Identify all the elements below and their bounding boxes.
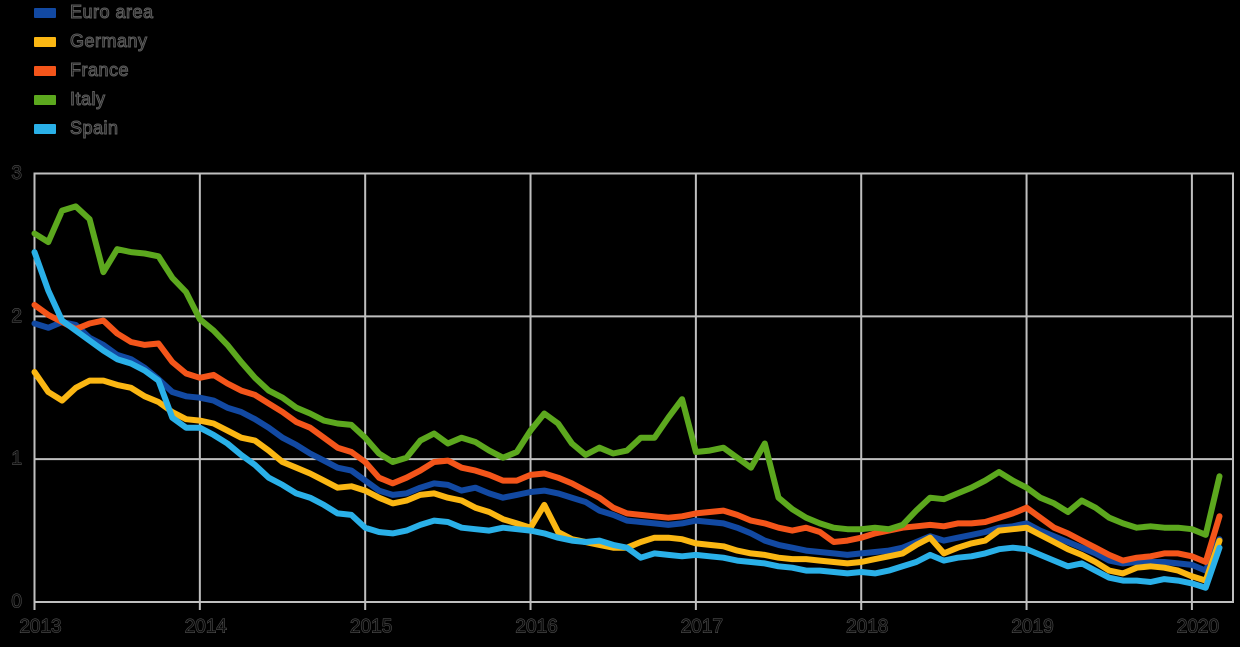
legend-swatch-france bbox=[34, 65, 56, 76]
x-axis-tick-label: 2020 bbox=[1177, 617, 1219, 638]
x-axis-tick-label: 2015 bbox=[350, 617, 392, 638]
x-axis-tick-label: 2018 bbox=[846, 617, 888, 638]
x-axis-tick-label: 2013 bbox=[19, 617, 61, 638]
legend-swatch-spain bbox=[34, 123, 56, 134]
plot-border bbox=[33, 172, 1234, 603]
x-axis-tick-label: 2019 bbox=[1011, 617, 1053, 638]
y-axis-tick-label: 3 bbox=[11, 163, 22, 184]
legend-row: Euro area bbox=[34, 0, 154, 27]
legend-row: Germany bbox=[34, 27, 154, 56]
legend-label-germany: Germany bbox=[70, 31, 148, 52]
legend-row: France bbox=[34, 56, 154, 85]
series-line-italy bbox=[31, 203, 1223, 538]
legend-row: Italy bbox=[34, 85, 154, 114]
legend-label-italy: Italy bbox=[70, 89, 106, 110]
legend-label-france: France bbox=[69, 60, 130, 81]
legend: Euro area Germany France Italy Spain bbox=[34, 0, 154, 143]
x-axis-tick-label: 2017 bbox=[681, 617, 723, 638]
y-axis-tick-label: 1 bbox=[11, 449, 22, 470]
legend-row: Spain bbox=[34, 114, 154, 143]
legend-swatch-italy bbox=[34, 94, 56, 105]
x-axis-tick-label: 2014 bbox=[185, 617, 228, 638]
y-axis-tick-label: 0 bbox=[11, 592, 22, 613]
legend-label-euro-area: Euro area bbox=[70, 2, 154, 23]
legend-swatch-euro-area bbox=[34, 7, 56, 18]
x-axis-tick-label: 2016 bbox=[515, 617, 557, 638]
series-line-spain bbox=[31, 249, 1223, 591]
series-line-france bbox=[31, 301, 1223, 565]
legend-label-spain: Spain bbox=[70, 118, 119, 139]
legend-swatch-germany bbox=[34, 36, 56, 47]
series-line-euro-area bbox=[31, 319, 1223, 574]
y-axis-tick-label: 2 bbox=[11, 306, 22, 327]
